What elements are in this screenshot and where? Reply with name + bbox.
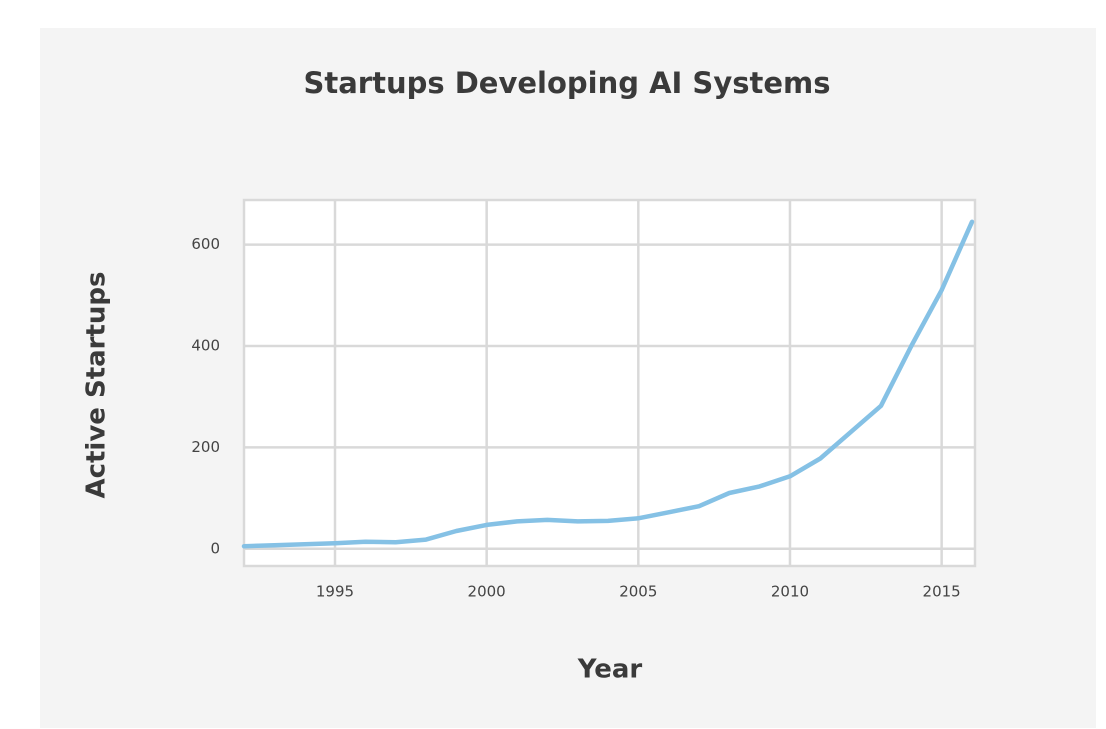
y-tick-label: 600 (191, 235, 220, 253)
x-tick-label: 2010 (771, 583, 809, 601)
y-tick-label: 400 (191, 336, 220, 354)
x-axis-label: Year (577, 655, 643, 685)
x-tick-label: 2005 (619, 583, 657, 601)
chart-title: Startups Developing AI Systems (303, 66, 830, 100)
x-tick-label: 2000 (468, 583, 506, 601)
data-line (241, 219, 975, 549)
x-tick-label: 1995 (316, 583, 354, 601)
x-tick-label: 2015 (923, 583, 961, 601)
y-tick-label: 0 (210, 539, 220, 557)
plot-area (242, 198, 977, 568)
y-axis-label: Active Startups (82, 271, 112, 498)
y-tick-label: 200 (191, 438, 220, 456)
